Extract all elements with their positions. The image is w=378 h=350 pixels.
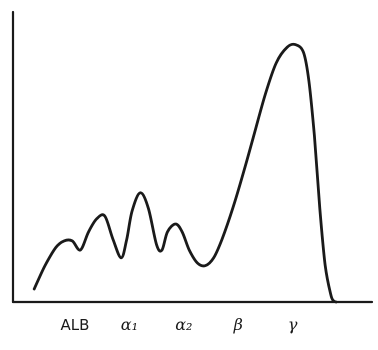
series-line-0 [32, 42, 338, 304]
x-tick-label-3: β [233, 315, 243, 334]
chart-axes [11, 10, 374, 304]
x-tick-label-1: α₁ [121, 315, 138, 334]
series-layer [32, 42, 338, 304]
x-tick-label-4: γ [288, 315, 298, 334]
x-tick-label-0: ALB [61, 316, 90, 334]
x-tick-labels: ALB α₁ α₂ β γ [61, 315, 298, 334]
x-tick-label-2: α₂ [175, 315, 192, 334]
